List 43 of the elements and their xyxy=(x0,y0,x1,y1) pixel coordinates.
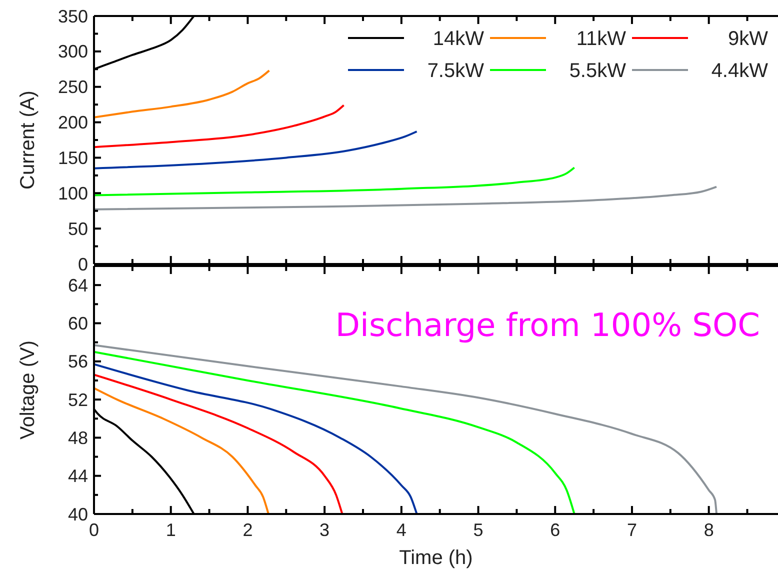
legend-label: 5.5kW xyxy=(569,60,626,82)
x-tick-label: 6 xyxy=(550,520,560,540)
legend-label: 4.4kW xyxy=(711,60,768,82)
legend-label: 11kW xyxy=(576,28,626,50)
y-tick-label: 350 xyxy=(58,6,88,26)
line-series xyxy=(94,70,270,118)
line-series xyxy=(94,130,418,170)
line-series xyxy=(94,350,576,514)
line-series xyxy=(94,186,718,210)
y-tick-label: 56 xyxy=(68,352,88,372)
y-tick-label: 44 xyxy=(68,466,88,486)
line-series xyxy=(94,363,418,514)
y-tick-label: 60 xyxy=(68,314,88,334)
y-tick-label: 150 xyxy=(58,148,88,168)
x-tick-label: 4 xyxy=(396,520,406,540)
y-tick-label: 200 xyxy=(58,112,88,133)
x-tick-label: 7 xyxy=(626,520,637,540)
x-axis-title: Time (h) xyxy=(399,547,473,569)
x-tick-label: 1 xyxy=(166,520,176,540)
y-tick-label: 64 xyxy=(68,275,88,296)
x-tick-label: 8 xyxy=(704,520,714,540)
line-series xyxy=(94,166,576,196)
y-tick-label: 50 xyxy=(68,218,88,239)
y-tick-label: 48 xyxy=(68,428,88,448)
y-tick-label: 250 xyxy=(58,77,88,98)
y-tick-label: 52 xyxy=(68,390,88,410)
y-tick-label: 300 xyxy=(58,42,88,62)
annotation: Discharge from 100% SOC xyxy=(335,306,760,344)
x-tick-label: 5 xyxy=(473,520,484,540)
line-series xyxy=(94,344,718,514)
line-series xyxy=(94,374,344,514)
line-series xyxy=(94,387,270,514)
y-axis-title: Current (A) xyxy=(17,90,39,190)
y-tick-label: 100 xyxy=(58,183,88,204)
x-tick-label: 3 xyxy=(320,520,330,540)
y-axis-title: Voltage (V) xyxy=(17,340,39,440)
y-tick-label: 40 xyxy=(68,504,88,524)
y-tick-label: 0 xyxy=(78,254,88,274)
legend-label: 9kW xyxy=(728,28,768,50)
x-tick-label: 2 xyxy=(242,520,253,540)
legend-label: 14kW xyxy=(432,28,484,50)
legend-label: 7.5kW xyxy=(427,60,484,82)
line-series xyxy=(94,104,345,148)
